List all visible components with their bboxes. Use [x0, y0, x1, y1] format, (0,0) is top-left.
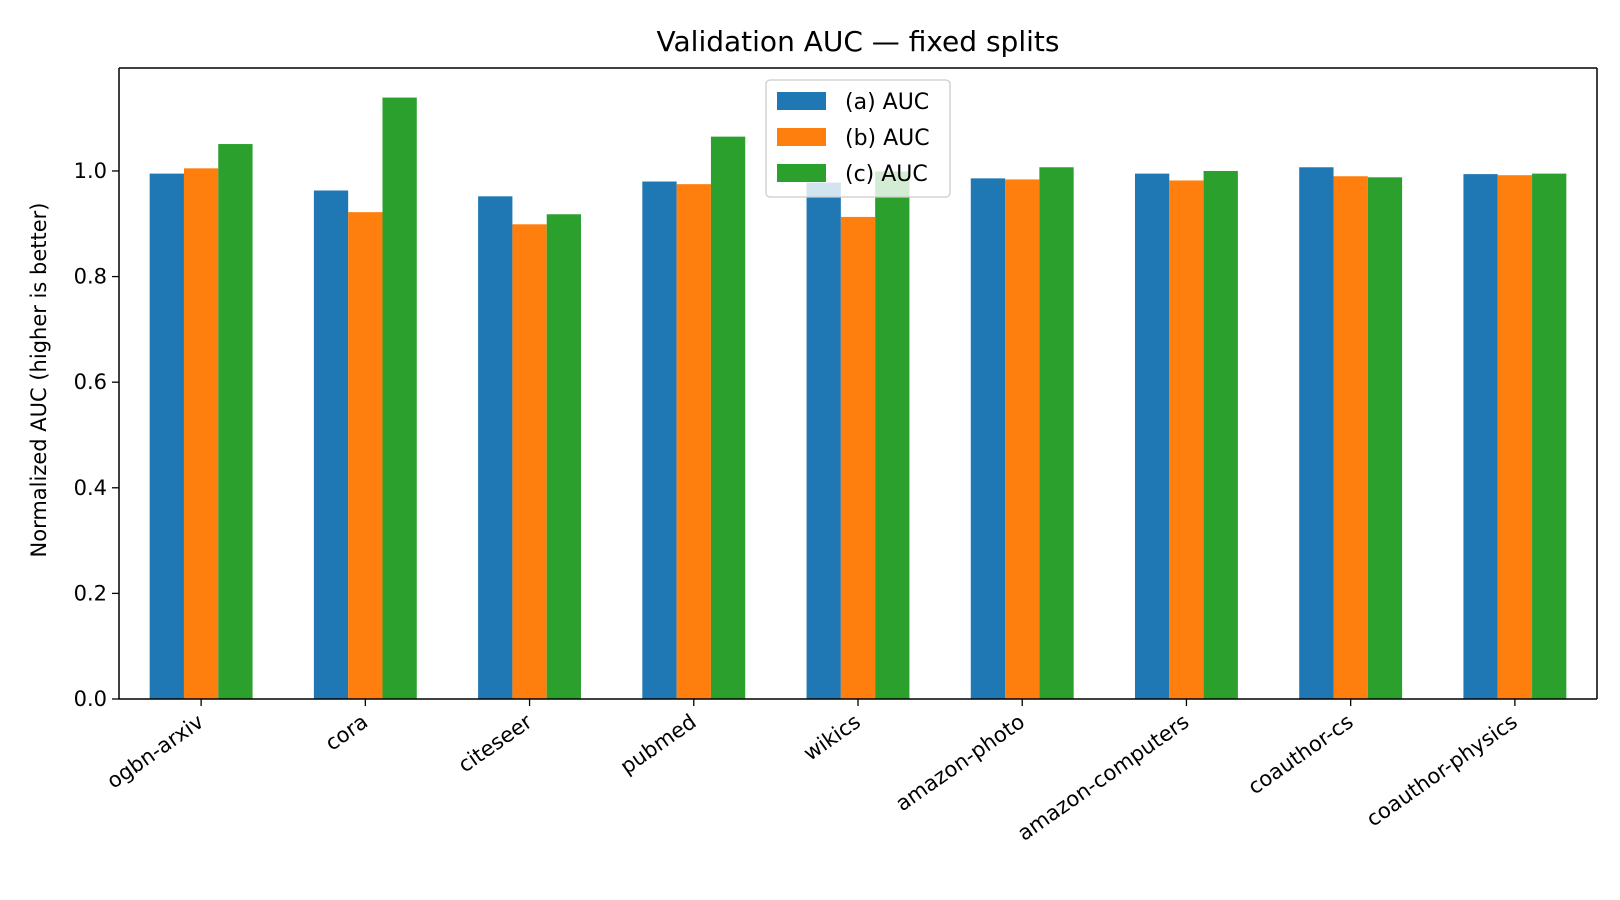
bar: [1463, 174, 1498, 699]
legend-label: (c) AUC: [845, 162, 928, 187]
y-tick-label: 0.8: [74, 265, 107, 289]
legend-item: (c) AUC: [777, 162, 928, 187]
bar: [1532, 173, 1567, 700]
bar: [512, 224, 547, 700]
bar: [1005, 179, 1040, 700]
chart-title: Validation AUC — fixed splits: [657, 25, 1060, 58]
bar: [710, 136, 746, 699]
bar: [1367, 177, 1403, 700]
legend-swatch: [777, 92, 826, 110]
legend-swatch: [777, 164, 826, 182]
bar: [676, 184, 711, 700]
bar: [1169, 180, 1204, 700]
bar: [1333, 176, 1368, 699]
legend-label: (b) AUC: [845, 126, 930, 151]
bar: [642, 181, 677, 699]
bar: [149, 173, 184, 700]
bar: [348, 212, 383, 699]
bar: [1203, 170, 1238, 700]
bar-series: [218, 97, 1567, 700]
y-tick-label: 1.0: [74, 159, 107, 183]
legend-swatch: [777, 128, 826, 146]
bar: [1299, 167, 1334, 699]
bar: [806, 182, 841, 699]
legend: (a) AUC (b) AUC (c) AUC: [765, 79, 951, 198]
bar: [1134, 173, 1170, 700]
bar: [478, 196, 513, 699]
bar: [1039, 167, 1074, 699]
y-tick-label: 0.4: [74, 476, 107, 500]
bar-series: [183, 168, 1533, 700]
bar: [183, 168, 219, 699]
bar: [382, 97, 417, 699]
y-tick-label: 0.2: [74, 581, 107, 605]
y-tick-label: 0.0: [74, 687, 107, 711]
bar: [313, 190, 349, 699]
bar: [875, 171, 910, 700]
bar: [840, 216, 876, 699]
bar: [546, 214, 582, 699]
bar: [970, 178, 1006, 700]
bar-series: [149, 167, 1498, 700]
legend-item: (b) AUC: [777, 126, 930, 151]
legend-label: (a) AUC: [845, 90, 929, 115]
legend-item: (a) AUC: [777, 90, 929, 115]
y-axis-label: Normalized AUC (higher is better): [27, 203, 51, 558]
bar: [1497, 175, 1533, 699]
y-tick-label: 0.6: [74, 370, 107, 394]
bar: [218, 144, 253, 700]
